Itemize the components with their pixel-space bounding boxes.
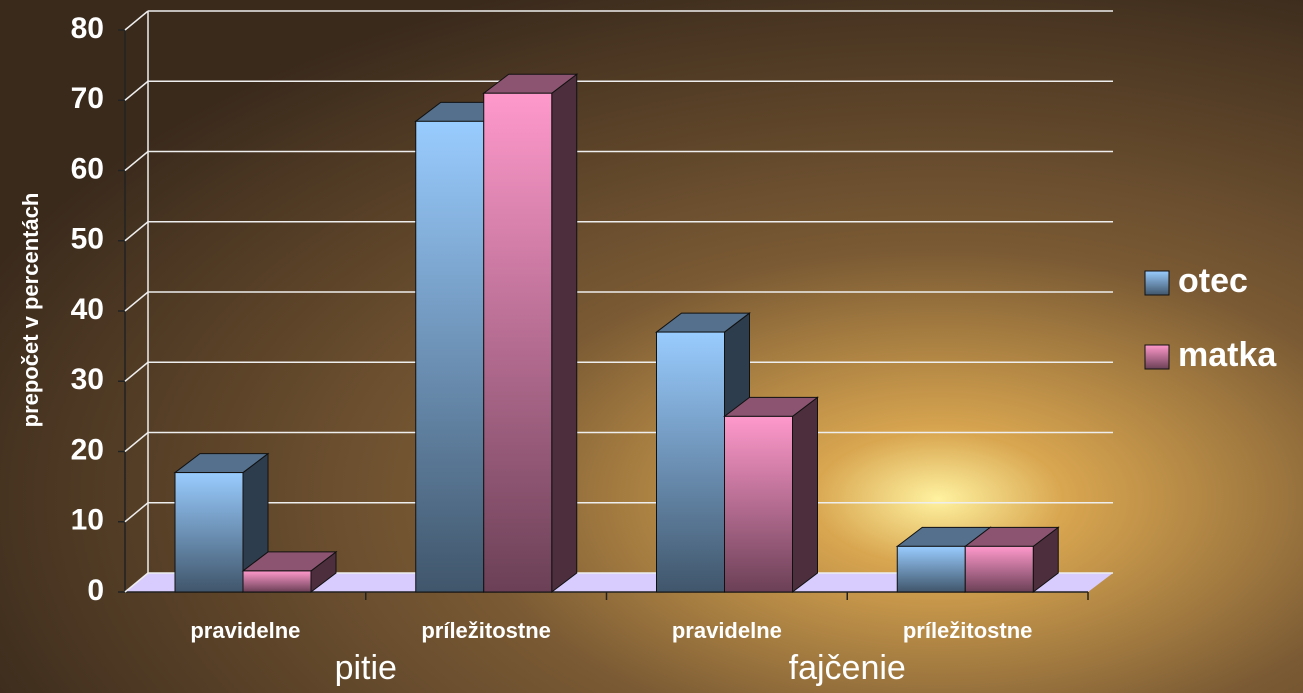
y-tick-label: 40 (71, 293, 104, 326)
legend-swatch (1145, 345, 1169, 369)
bar (897, 546, 965, 592)
bar (175, 473, 243, 592)
group-label: fajčenie (789, 649, 906, 687)
chart: prepočet v percentách 0 10 20 30 40 50 60 70 80 p… (0, 0, 1303, 693)
x-tick-label: pravidelne (672, 618, 782, 643)
legend-swatch (1145, 271, 1169, 295)
y-tick-label: 0 (87, 574, 104, 607)
bar-side (552, 74, 577, 592)
y-tick-label: 50 (71, 223, 104, 256)
y-tick-label: 20 (71, 433, 104, 466)
bar (657, 332, 725, 592)
bar (243, 571, 311, 592)
y-tick-label: 60 (71, 152, 104, 185)
legend-label: matka (1178, 336, 1277, 374)
bar (484, 93, 552, 592)
y-tick-label: 80 (71, 12, 104, 45)
x-tick-label: príležitostne (421, 618, 551, 643)
group-label: pitie (335, 649, 397, 687)
y-tick-label: 70 (71, 82, 104, 115)
y-tick-label: 10 (71, 504, 104, 537)
bar (416, 121, 484, 592)
bar (965, 546, 1033, 592)
x-tick-label: pravidelne (190, 618, 300, 643)
bar-side (793, 397, 818, 592)
bar (725, 416, 793, 592)
y-axis-title: prepočet v percentách (18, 193, 43, 428)
y-tick-label: 30 (71, 363, 104, 396)
x-tick-label: príležitostne (903, 618, 1033, 643)
legend-label: otec (1178, 262, 1248, 300)
